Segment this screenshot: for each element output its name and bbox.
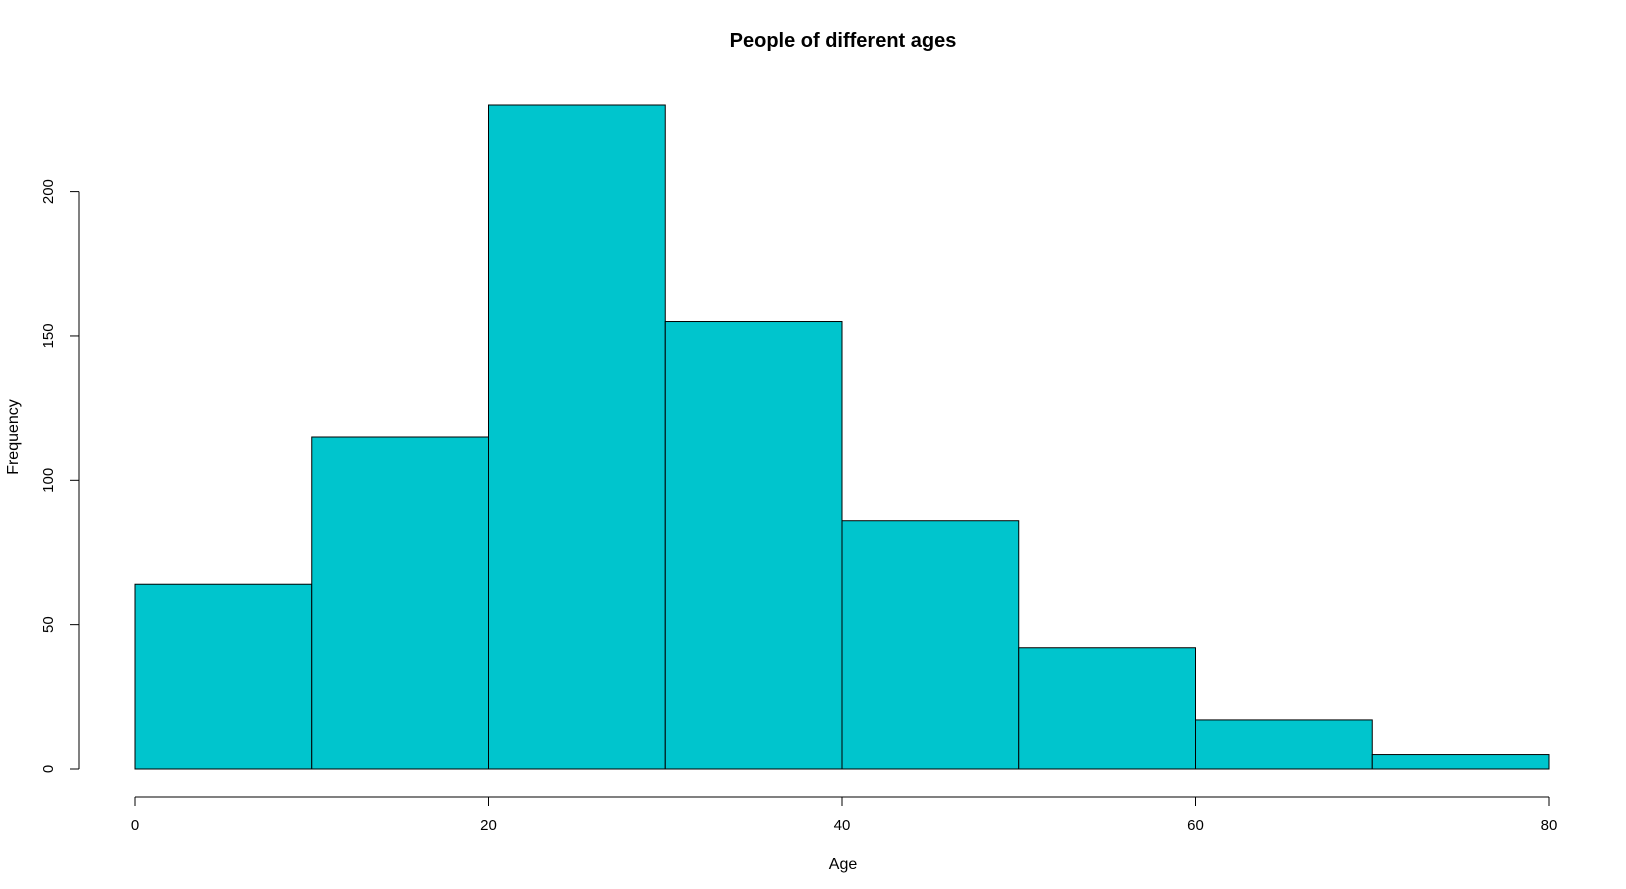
x-tick-label: 80 [1541, 817, 1558, 834]
x-axis-label: Age [829, 856, 858, 873]
x-axis: 0 20 40 60 80 [131, 796, 1558, 834]
histogram-bar-30-40 [664, 321, 843, 770]
histogram-bar-20-30 [488, 104, 666, 770]
histogram-bar-60-70 [1195, 719, 1373, 770]
chart-title: People of different ages [730, 30, 957, 52]
histogram-bar-10-20 [311, 436, 489, 770]
histogram-bar-70-80 [1371, 754, 1550, 770]
y-axis-label: Frequency [5, 399, 22, 475]
x-tick-label: 60 [1187, 817, 1204, 834]
y-tick-label: 0 [40, 765, 57, 773]
x-tick-label: 40 [834, 817, 851, 834]
y-tick-label: 100 [40, 468, 57, 493]
y-axis: 0 50 100 150 200 [40, 179, 80, 773]
y-tick-label: 50 [40, 616, 57, 633]
x-tick-label: 20 [480, 817, 497, 834]
y-tick-label: 200 [40, 179, 57, 204]
histogram-bar-0-10 [134, 583, 313, 770]
x-tick-label: 0 [131, 817, 139, 834]
y-tick-label: 150 [40, 323, 57, 348]
histogram-bar-50-60 [1018, 647, 1196, 770]
histogram-bar-40-50 [841, 520, 1020, 770]
bars-group [134, 104, 1550, 770]
